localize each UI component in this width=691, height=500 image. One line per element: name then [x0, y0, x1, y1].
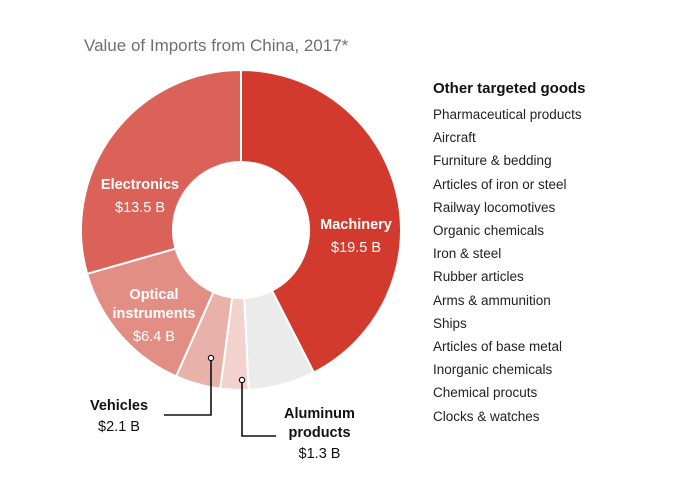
aluminum-leader-dot [238, 376, 246, 384]
list-item: Rubber articles [433, 269, 524, 285]
aluminum-value: $1.3 B [298, 446, 341, 462]
list-item: Organic chemicals [433, 223, 545, 239]
list-item: Ships [433, 315, 467, 331]
other-goods-title: Other targeted goods [433, 80, 586, 97]
list-item: Arms & ammunition [433, 292, 551, 308]
aluminum-name-line1: Aluminum [284, 406, 355, 422]
other-goods-panel: Other targeted goods Pharmaceutical prod… [433, 80, 586, 428]
vehicles-leader-line [164, 358, 212, 416]
optical-value: $6.4 B [133, 329, 175, 345]
list-item: Articles of iron or steel [433, 176, 567, 192]
list-item: Chemical procuts [433, 385, 538, 401]
list-item: Furniture & bedding [433, 153, 552, 169]
chart-title: Value of Imports from China, 2017* [84, 36, 349, 55]
donut-slices [80, 68, 402, 391]
optical-label: Optical instruments $6.4 B [98, 286, 210, 347]
list-item: Clocks & watches [433, 408, 540, 424]
vehicles-leader-dot [207, 354, 215, 362]
list-item: Articles of base metal [433, 339, 563, 355]
list-item: Railway locomotives [433, 199, 556, 215]
machinery-value: $19.5 B [331, 240, 381, 256]
aluminum-name-line2: products [288, 425, 351, 441]
vehicles-name: Vehicles [89, 398, 149, 414]
vehicles-value: $2.1 B [98, 419, 140, 435]
electronics-label: Electronics $13.5 B [84, 176, 196, 218]
electronics-name: Electronics [100, 177, 180, 193]
leader-lines [164, 354, 276, 437]
optical-name-line1: Optical [129, 287, 179, 303]
optical-name-line2: instruments [112, 306, 196, 322]
slice-electronics [80, 68, 242, 276]
vehicles-label: Vehicles $2.1 B [76, 397, 162, 437]
electronics-value: $13.5 B [115, 200, 165, 216]
other-goods-list: Pharmaceutical products Aircraft Furnitu… [433, 103, 586, 428]
aluminum-leader-line [241, 380, 276, 437]
machinery-label: Machinery $19.5 B [300, 216, 412, 258]
machinery-name: Machinery [320, 217, 392, 233]
slice-machinery [240, 68, 402, 374]
list-item: Pharmaceutical products [433, 107, 582, 122]
list-item: Iron & steel [433, 246, 502, 262]
list-item: Inorganic chemicals [433, 362, 553, 378]
aluminum-label: Aluminum products $1.3 B [272, 405, 367, 464]
slice-optical-instruments [85, 247, 215, 378]
list-item: Aircraft [433, 130, 476, 146]
